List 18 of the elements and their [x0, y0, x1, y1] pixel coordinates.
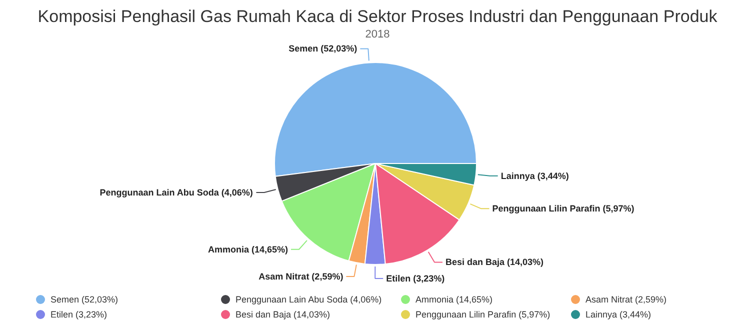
legend-label: Penggunaan Lain Abu Soda (4,06%) — [236, 294, 382, 304]
legend-label: Lainnya (3,44%) — [586, 310, 652, 320]
slice-label: Lainnya (3,44%) — [500, 170, 569, 181]
slice-label: Semen (52,03%) — [288, 44, 358, 54]
slice-label: Penggunaan Lain Abu Soda (4,06%) — [100, 188, 253, 198]
legend-label: Ammonia (14,65%) — [416, 294, 493, 304]
slice-label: Penggunaan Lilin Parafin (5,97%) — [492, 204, 634, 214]
legend-label: Besi dan Baja (14,03%) — [236, 310, 330, 320]
slice-label: Besi dan Baja (14,03%) — [446, 257, 544, 268]
legend-label: Etilen (3,23%) — [50, 310, 108, 320]
slice-label: Ammonia (14,65%) — [208, 244, 288, 254]
slice-label: Etilen (3,23%) — [386, 274, 445, 284]
slice-label: Asam Nitrat (2,59%) — [258, 272, 344, 282]
chart-subtitle: 2018 — [365, 28, 390, 40]
legend-label: Penggunaan Lilin Parafin (5,97%) — [416, 310, 550, 320]
chart-title: Komposisi Penghasil Gas Rumah Kaca di Sektor Proses Industri dan Penggunaan Produk — [38, 7, 718, 26]
legend-label: Semen (52,03%) — [50, 294, 118, 304]
legend-label: Asam Nitrat (2,59%) — [586, 294, 667, 304]
